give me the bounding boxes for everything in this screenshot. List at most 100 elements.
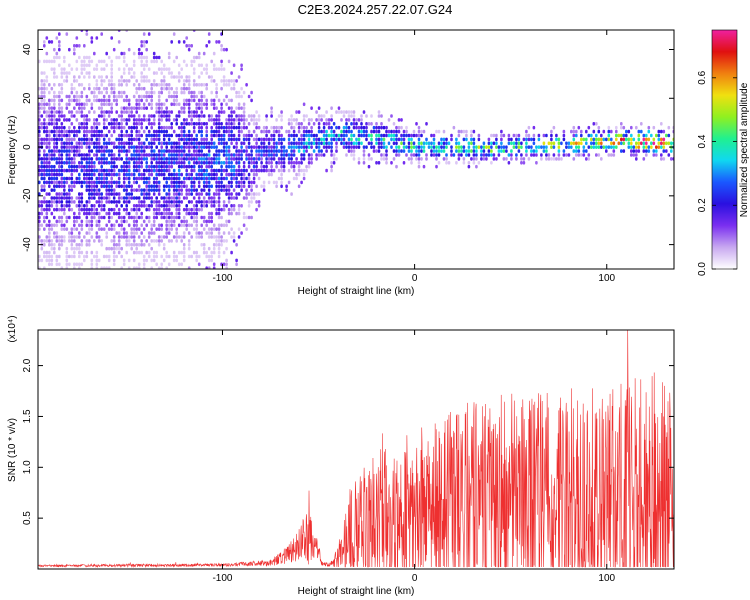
spectrogram-cell <box>365 125 368 130</box>
spectrogram-cell <box>540 153 543 157</box>
spectrogram-cell <box>180 125 183 130</box>
spectrogram-cell <box>175 254 178 259</box>
spectrogram-cell <box>270 157 273 161</box>
spectrogram-cell <box>252 145 256 149</box>
spectrogram-cell <box>155 110 158 114</box>
spectrogram-cell <box>140 71 143 75</box>
spectrogram-cell <box>627 129 631 134</box>
spectrogram-cell <box>107 102 111 107</box>
spectrogram-cell <box>165 114 168 118</box>
spectrogram-cell <box>410 149 413 153</box>
spectrogram-cell <box>152 192 156 196</box>
spectrogram-cell <box>137 149 141 153</box>
spectrogram-cell <box>75 36 79 40</box>
chart-title: C2E3.2024.257.22.07.G24 <box>298 2 453 17</box>
spectrogram-cell <box>115 102 118 107</box>
spectrogram-cell <box>352 125 356 130</box>
spectrogram-cell <box>135 188 138 192</box>
spectrogram-cell <box>240 204 243 208</box>
spectrogram-cell <box>225 79 228 83</box>
spectrogram-cell <box>93 168 96 173</box>
spectrogram-cell <box>165 106 168 110</box>
spectrogram-cell <box>125 133 128 138</box>
spectrogram-cell <box>272 168 276 173</box>
spectrogram-cell <box>352 141 356 146</box>
spectrogram-cell <box>175 98 178 103</box>
spectrogram-cell <box>105 157 108 161</box>
spectrogram-cell <box>220 141 223 146</box>
spectrogram-cell <box>112 157 116 161</box>
spectrogram-cell <box>172 75 176 79</box>
spectrogram-cell <box>38 59 41 64</box>
spectrogram-cell <box>83 118 86 122</box>
spectrogram-cell <box>140 223 143 228</box>
spectrogram-cell <box>75 141 79 146</box>
spectrogram-cell <box>430 145 433 149</box>
spectrogram-cell <box>102 141 106 146</box>
spectrogram-cell <box>637 137 641 142</box>
spectrogram-cell <box>490 149 493 153</box>
spectrogram-cell <box>142 102 146 107</box>
spectrogram-cell <box>385 153 388 157</box>
spectrogram-cell <box>567 141 571 146</box>
spectrogram-cell <box>520 161 523 165</box>
spectrogram-cell <box>457 129 461 134</box>
spectrogram-cell <box>250 149 253 153</box>
spectrogram-cell <box>237 102 241 107</box>
spectrogram-cell <box>142 192 146 196</box>
spectrogram-cell <box>432 141 436 146</box>
spectrogram-cell <box>545 153 548 157</box>
spectrogram-cell <box>342 114 346 118</box>
spectrogram-cell <box>215 94 218 99</box>
spectrogram-cell <box>38 172 41 177</box>
spectrogram-cell <box>125 164 128 169</box>
spectrogram-cell <box>132 137 136 142</box>
spectrogram-cell <box>167 239 171 243</box>
spectrogram-cell <box>170 145 173 149</box>
spectrogram-cell <box>247 172 251 177</box>
spectrogram-cell <box>165 219 168 224</box>
spectrogram-cell <box>255 133 258 138</box>
spectrogram-cell <box>165 86 168 91</box>
spectrogram-cell <box>70 90 74 95</box>
spectrogram-cell <box>97 149 101 153</box>
spectrogram-cell <box>50 67 54 71</box>
spectrogram-cell <box>212 63 216 68</box>
spectrogram-cell <box>85 211 89 216</box>
spectrogram-cell <box>70 157 74 161</box>
spectrogram-cell <box>70 246 74 251</box>
spectrogram-cell <box>43 110 46 114</box>
spectrogram-cell <box>297 145 301 149</box>
spectrogram-cell <box>90 215 94 220</box>
spectrogram-cell <box>275 184 278 189</box>
spectrogram-cell <box>80 200 84 204</box>
spectrogram-cell <box>290 164 293 169</box>
spectrogram-cell <box>290 192 293 196</box>
spectrogram-cell <box>190 122 193 126</box>
spectrogram-cell <box>177 188 181 192</box>
spectrogram-cell <box>187 243 191 247</box>
spectrogram-cell <box>53 184 56 189</box>
spectrogram-cell <box>480 145 483 149</box>
spectrogram-cell <box>330 149 333 153</box>
spectrogram-cell <box>197 75 201 79</box>
spectrogram-cell <box>192 204 196 208</box>
spectrogram-cell <box>632 137 636 142</box>
spectrogram-cell <box>93 211 96 216</box>
spectrogram-cell <box>88 243 91 247</box>
spectrogram-cell <box>175 161 178 165</box>
spectrogram-cell <box>97 219 101 224</box>
spectrogram-cell <box>137 243 141 247</box>
spectrogram-cell <box>95 137 99 142</box>
spectrogram-cell <box>210 164 213 169</box>
spectrogram-cell <box>162 157 166 161</box>
spectrogram-cell <box>83 235 86 239</box>
spectrogram-cell <box>160 110 163 114</box>
spectrogram-cell <box>222 149 226 153</box>
spectrogram-cell <box>152 254 156 259</box>
spectrogram-cell <box>145 106 148 110</box>
spectrogram-cell <box>97 145 101 149</box>
spectrogram-cell <box>380 153 383 157</box>
spectrogram-cell <box>180 133 183 138</box>
spectrogram-cell <box>612 141 616 146</box>
